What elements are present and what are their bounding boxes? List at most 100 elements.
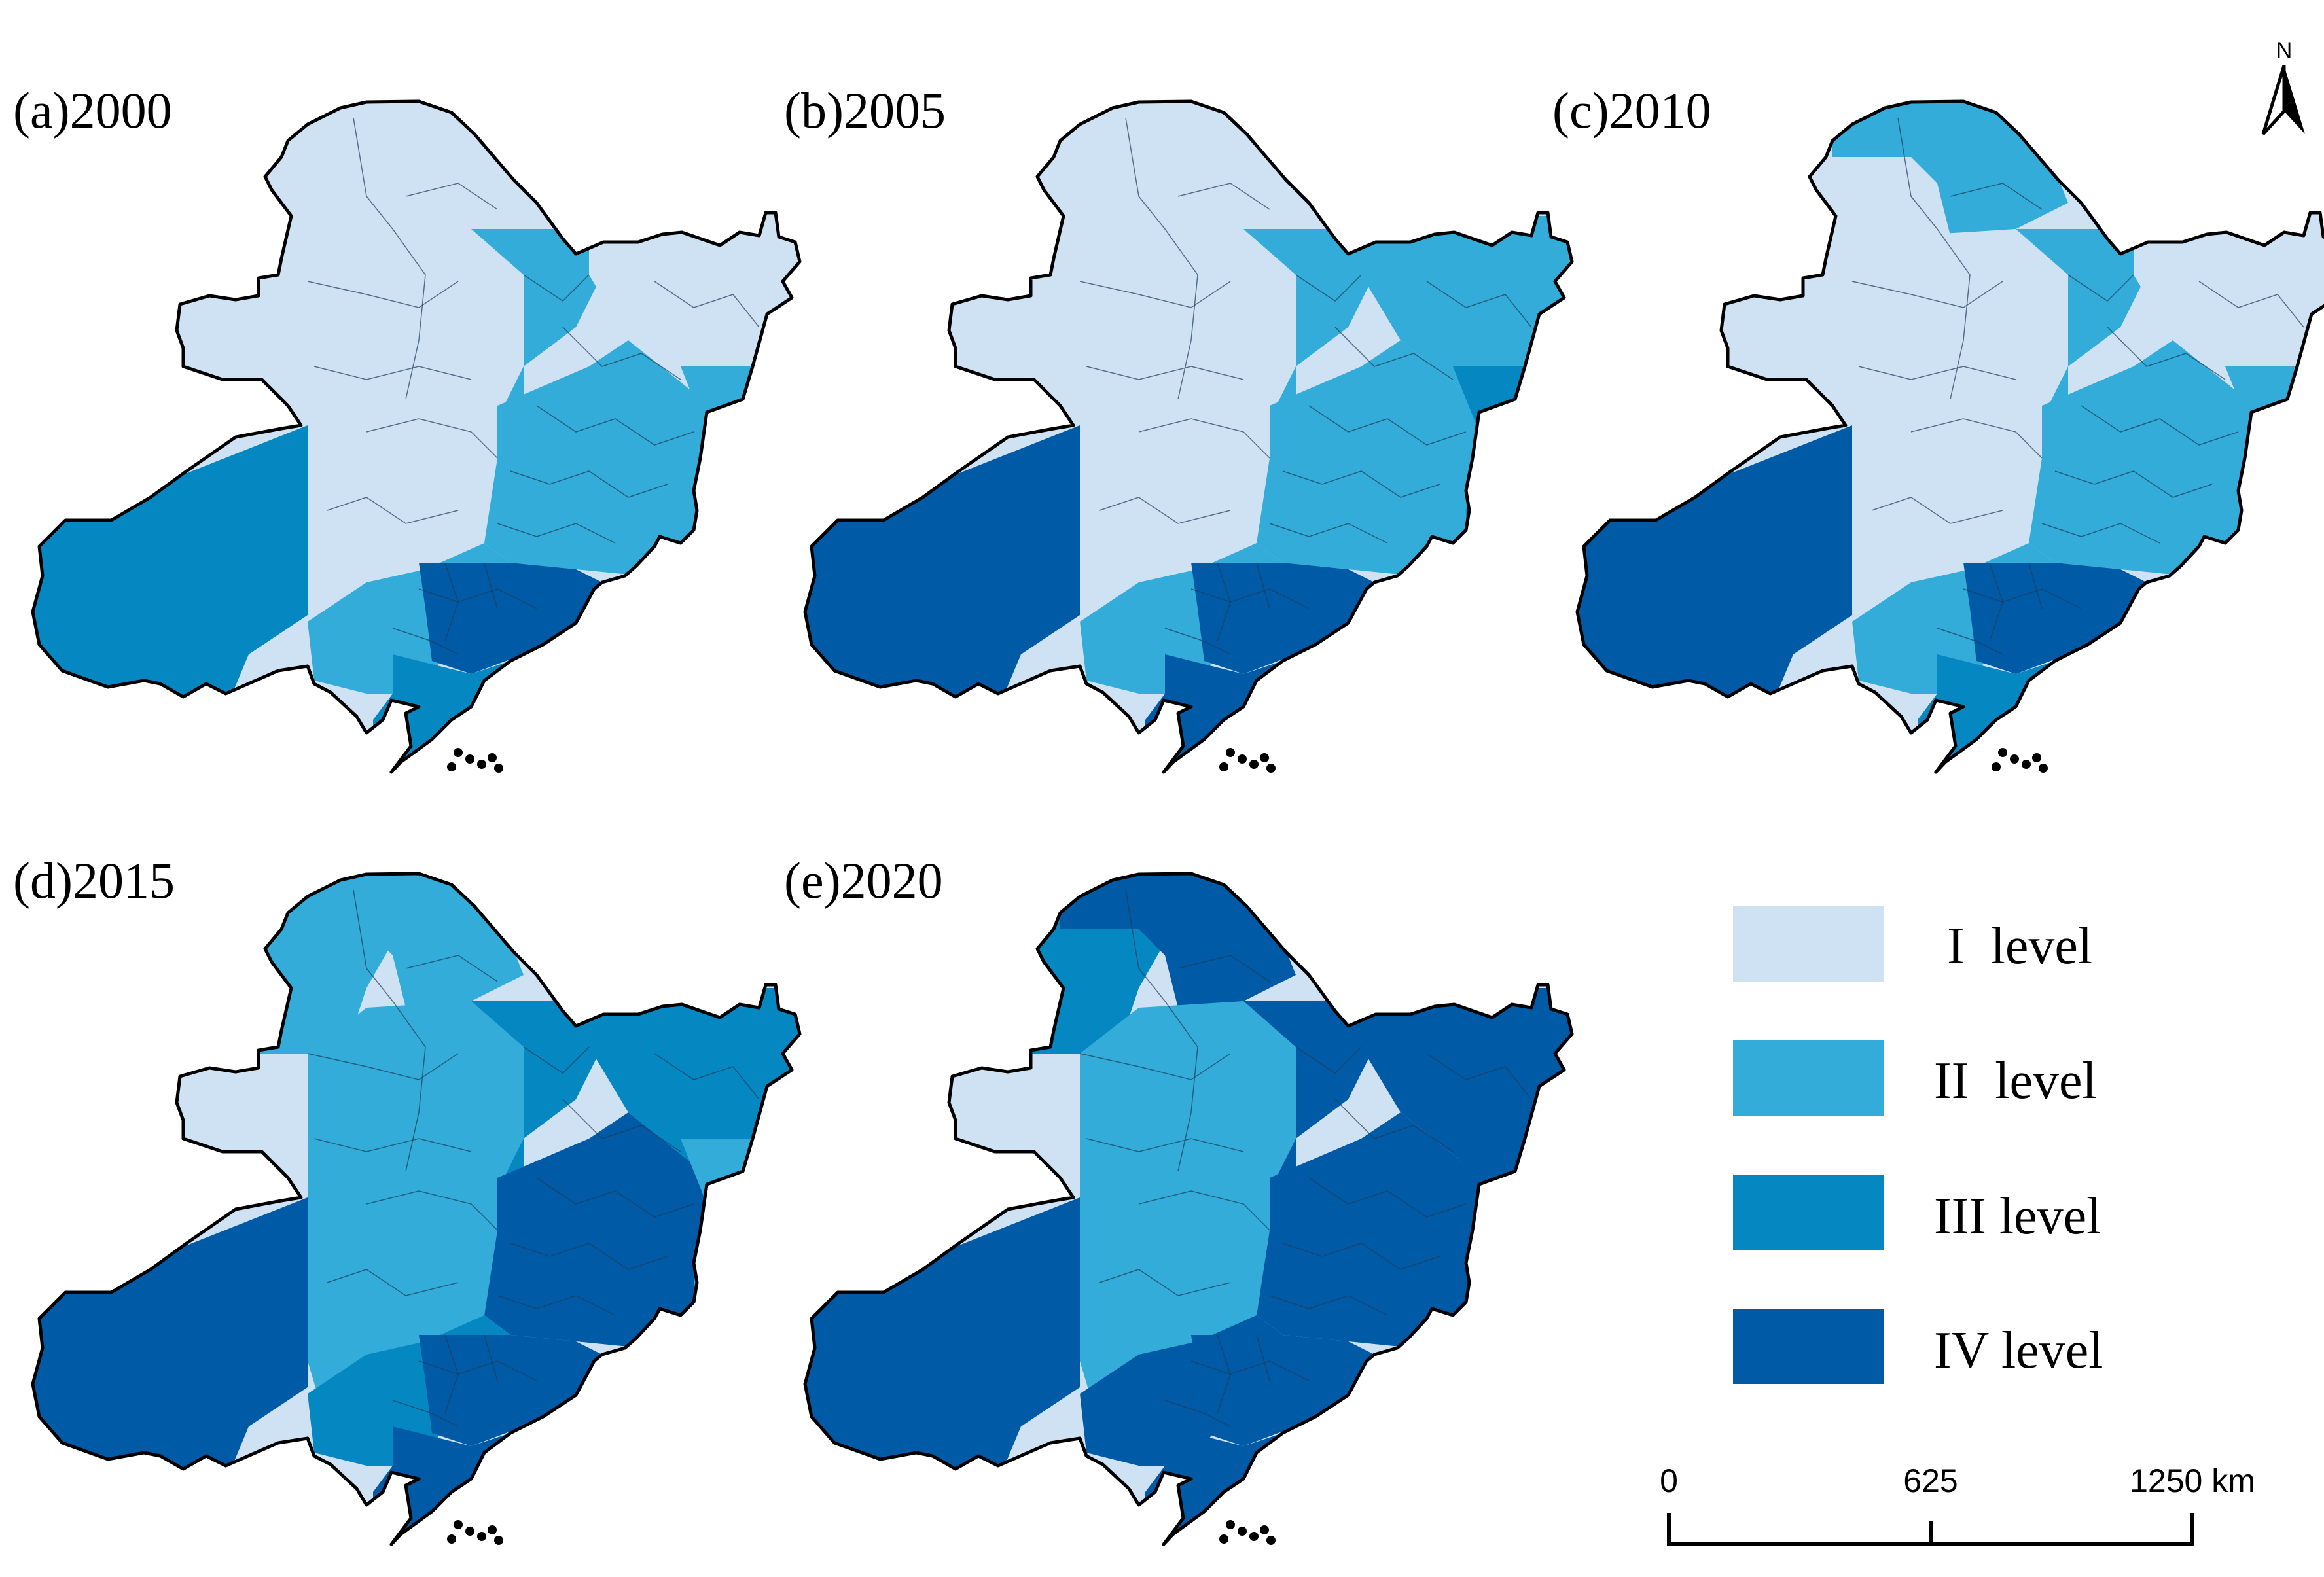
region-peninsula bbox=[1145, 654, 1283, 766]
island bbox=[2022, 760, 2031, 769]
internal-boundary bbox=[484, 562, 498, 609]
legend-label-level-1: I level bbox=[1947, 917, 2092, 975]
internal-boundary bbox=[353, 889, 426, 1172]
island bbox=[1238, 1527, 1247, 1536]
internal-boundary bbox=[523, 1046, 590, 1074]
region-far-east bbox=[1453, 366, 1572, 589]
internal-boundary bbox=[1937, 628, 2003, 655]
island bbox=[465, 754, 474, 764]
region-map bbox=[772, 79, 1590, 773]
region-south bbox=[1191, 563, 1374, 674]
internal-boundary bbox=[366, 1190, 498, 1231]
island bbox=[1219, 762, 1228, 771]
internal-boundary bbox=[1989, 562, 2003, 642]
internal-boundary bbox=[1099, 1269, 1231, 1296]
region-peninsula bbox=[1918, 654, 2055, 766]
region-center bbox=[1080, 229, 1296, 654]
internal-boundary bbox=[1164, 1400, 1231, 1427]
region-east bbox=[484, 340, 733, 576]
legend-label-level-3: III level bbox=[1934, 1188, 2101, 1245]
map-panel-2005: (b)2005 bbox=[772, 79, 1590, 773]
region-far-east bbox=[681, 366, 800, 589]
internal-boundary bbox=[444, 562, 459, 642]
internal-boundary bbox=[392, 628, 459, 655]
region-south bbox=[419, 563, 602, 674]
island bbox=[1260, 753, 1269, 762]
internal-boundary bbox=[1125, 117, 1198, 400]
region-far-east bbox=[1453, 1139, 1572, 1361]
island bbox=[1238, 754, 1247, 764]
internal-boundary bbox=[307, 1053, 459, 1080]
internal-boundary bbox=[1269, 523, 1388, 544]
internal-boundary bbox=[1963, 588, 2082, 609]
legend-label-level-4: IV level bbox=[1934, 1322, 2103, 1379]
island bbox=[454, 748, 463, 757]
internal-boundary bbox=[1217, 1334, 1231, 1414]
internal-boundary bbox=[2067, 274, 2134, 302]
island bbox=[477, 760, 486, 769]
internal-boundary bbox=[1334, 327, 1454, 380]
island bbox=[1998, 748, 2007, 757]
scale-bar: 0 625 1250 km bbox=[1660, 1462, 2255, 1546]
island bbox=[1266, 764, 1276, 773]
island bbox=[2039, 764, 2048, 773]
internal-boundary bbox=[1334, 1099, 1454, 1152]
region-center-east bbox=[1243, 1001, 1374, 1230]
region-map bbox=[772, 851, 1590, 1545]
internal-boundary bbox=[418, 588, 537, 609]
internal-boundary bbox=[392, 1400, 459, 1427]
internal-boundary bbox=[1079, 1053, 1231, 1080]
internal-boundary bbox=[1177, 955, 1270, 982]
region-center-east bbox=[471, 229, 602, 458]
panel-title: (e)2020 bbox=[784, 852, 943, 909]
internal-boundary bbox=[1086, 1138, 1244, 1152]
region-peninsula bbox=[1145, 1426, 1283, 1538]
internal-boundary bbox=[536, 405, 694, 446]
region-south bbox=[1963, 563, 2147, 674]
internal-boundary bbox=[1858, 366, 2016, 380]
region-center bbox=[1080, 1001, 1296, 1426]
island bbox=[488, 1525, 497, 1534]
internal-boundary bbox=[1138, 418, 1270, 459]
internal-boundary bbox=[1295, 1046, 1362, 1074]
scale-tick-label: 1250 km bbox=[2130, 1462, 2255, 1499]
internal-boundary bbox=[1308, 1177, 1467, 1218]
region-west bbox=[805, 1197, 1080, 1505]
island bbox=[1249, 760, 1259, 769]
island bbox=[447, 762, 456, 771]
internal-boundary bbox=[1269, 1295, 1388, 1316]
internal-boundary bbox=[562, 327, 681, 380]
internal-boundary bbox=[313, 366, 472, 380]
scale-tick-label: 625 bbox=[1903, 1462, 1958, 1499]
internal-boundary bbox=[1190, 1360, 1310, 1381]
region-east bbox=[484, 1112, 733, 1348]
region-south bbox=[1191, 1335, 1374, 1446]
internal-boundary bbox=[2107, 327, 2226, 380]
legend-swatch-level-1 bbox=[1733, 906, 1884, 982]
region-center-east bbox=[471, 1001, 602, 1230]
internal-boundary bbox=[405, 955, 498, 982]
region-map bbox=[0, 851, 818, 1545]
island bbox=[1219, 1534, 1228, 1544]
region-far-east bbox=[681, 1139, 800, 1361]
legend-swatch-level-2 bbox=[1733, 1040, 1884, 1116]
internal-boundary bbox=[418, 1360, 537, 1381]
internal-boundary bbox=[1897, 117, 1971, 400]
internal-boundary bbox=[1079, 281, 1231, 308]
island bbox=[1249, 1532, 1259, 1541]
internal-boundary bbox=[1125, 889, 1198, 1172]
internal-boundary bbox=[1295, 274, 1362, 302]
region-east bbox=[1257, 1112, 1505, 1348]
internal-boundary bbox=[2081, 405, 2239, 446]
internal-boundary bbox=[510, 1243, 668, 1270]
map-panel-2020: (e)2020 bbox=[772, 851, 1590, 1545]
internal-boundary bbox=[1138, 1190, 1270, 1231]
internal-boundary bbox=[1851, 281, 2003, 308]
internal-boundary bbox=[2198, 281, 2304, 328]
island bbox=[488, 753, 497, 762]
internal-boundary bbox=[484, 1334, 498, 1381]
region-center bbox=[308, 1001, 524, 1426]
internal-boundary bbox=[1950, 183, 2043, 210]
map-panel-2015: (d)2015 bbox=[0, 851, 818, 1545]
